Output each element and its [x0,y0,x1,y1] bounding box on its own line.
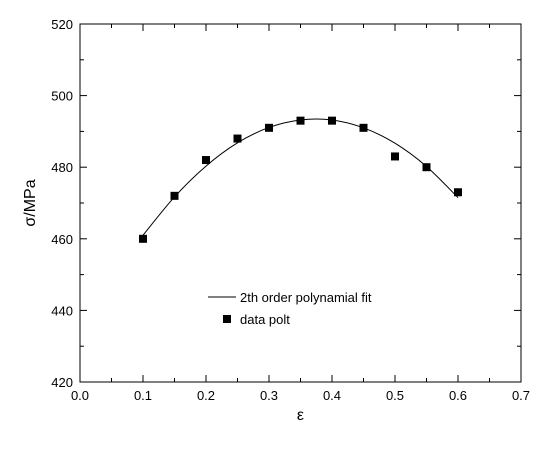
y-tick-label: 500 [51,89,73,104]
data-points-layer [139,116,462,243]
y-tick-label: 480 [51,160,73,175]
legend-data-marker-swatch [223,315,231,323]
x-tick-label: 0.7 [512,388,530,403]
y-tick-label: 460 [51,232,73,247]
legend: 2th order polynamial fit data polt [208,290,372,327]
x-tick-label: 0.2 [197,388,215,403]
x-tick-label: 0.4 [323,388,341,403]
legend-fit-label: 2th order polynamial fit [240,290,372,305]
fit-curve-layer [142,118,459,236]
data-point [454,188,462,197]
axis-tick-labels: 0.0 0.1 0.2 0.3 0.4 0.5 0.6 0.7 420 440 460 480 500 5… [51,17,530,403]
x-axis-title: ε [297,407,304,424]
x-tick-label: 0.1 [134,388,152,403]
data-point [233,134,242,143]
data-point [265,123,273,132]
fit-curve-line [142,118,459,236]
x-tick-label: 0.6 [449,388,467,403]
data-point [391,152,399,161]
x-tick-label: 0.5 [386,388,404,403]
legend-data-label: data polt [240,312,290,327]
data-point [328,116,336,125]
data-point [422,163,431,172]
data-point [359,123,368,132]
x-tick-label: 0.3 [260,388,278,403]
y-tick-label: 420 [51,375,73,390]
data-point [296,116,305,125]
y-tick-label: 520 [51,17,73,32]
axis-ticks [79,23,522,383]
data-point [170,191,179,200]
data-point [202,156,210,165]
y-tick-label: 440 [51,303,73,318]
y-axis-title: σ/MPa [22,179,39,226]
data-point [139,234,147,243]
x-tick-label: 0.0 [71,388,89,403]
plot-frame [79,23,522,383]
